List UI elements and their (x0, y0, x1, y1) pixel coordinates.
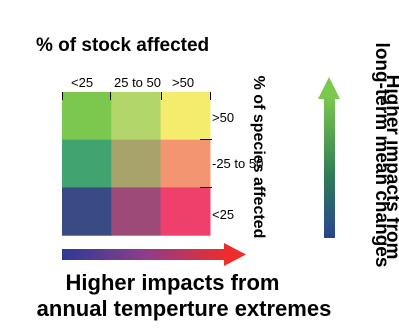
grid-cell-r2-c1 (111, 187, 162, 236)
bottom-caption-line1: Higher impacts from (65, 270, 280, 295)
grid-cell-r0-c2 (160, 92, 211, 141)
right-caption-line2: long-term mean changes (371, 42, 392, 268)
row-axis-label: % of species affected (250, 75, 267, 239)
temperature-extremes-arrow (62, 243, 246, 266)
chart-title: % of stock affected (36, 35, 210, 56)
impact-grid (62, 92, 211, 236)
mean-changes-arrow (318, 77, 340, 238)
row-label-low: <25 (212, 207, 235, 222)
column-label-low: <25 (71, 75, 94, 90)
grid-cell-r1-c1 (111, 139, 162, 188)
grid-cell-r2-c0 (62, 187, 112, 236)
column-label-mid: 25 to 50 (114, 75, 161, 90)
bottom-caption-line2: annual temperture extremes (36, 296, 332, 321)
row-label-high: >50 (212, 110, 235, 125)
grid-cell-r1-c0 (62, 139, 112, 188)
grid-cell-r0-c0 (62, 92, 112, 141)
column-label-high: >50 (172, 75, 195, 90)
grid-cell-r0-c1 (111, 92, 162, 141)
grid-cell-r1-c2 (160, 139, 211, 188)
row-label-mid: -25 to 50 (212, 156, 264, 171)
grid-cell-r2-c2 (160, 187, 211, 236)
